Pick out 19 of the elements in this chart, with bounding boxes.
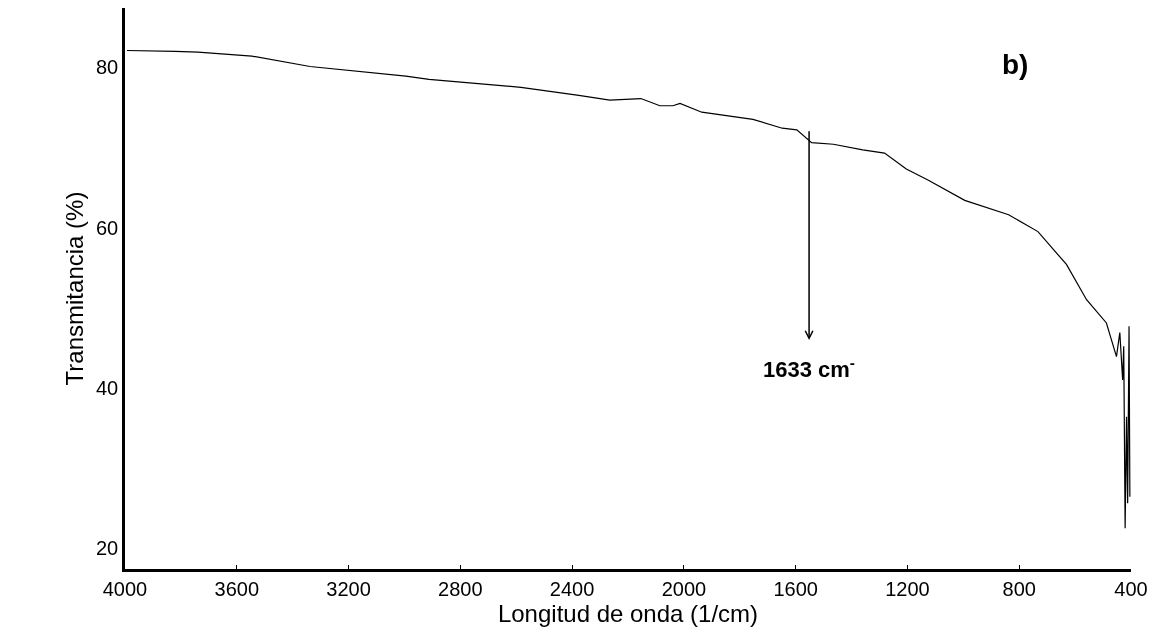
x-axis-title: Longitud de onda (1/cm) [497,599,759,627]
y-tick-label: 60 [96,216,119,239]
x-tick-label: 2400 [549,577,595,600]
y-tick-label: 40 [96,376,119,399]
y-tick-label: 20 [96,537,119,560]
x-tick-label: 3600 [214,577,260,600]
annotation: 1633 cm$^{-}$ [763,354,855,383]
x-tick-label: 2000 [661,577,707,600]
x-tick-label: 4000 [102,577,148,600]
x-tick-label: 1200 [885,577,930,600]
x-tick-label: 1600 [773,577,818,600]
x-tick-label: 3200 [326,577,371,600]
y-tick-label: 80 [96,56,119,79]
annotation: b) [1002,49,1029,80]
x-tick-label: 800 [1002,577,1036,600]
x-tick-label: 400 [1114,577,1148,600]
line-series [126,49,1131,529]
y-axis-title: Transmitancia (%) [61,191,89,386]
x-tick-label: 2800 [438,577,483,600]
